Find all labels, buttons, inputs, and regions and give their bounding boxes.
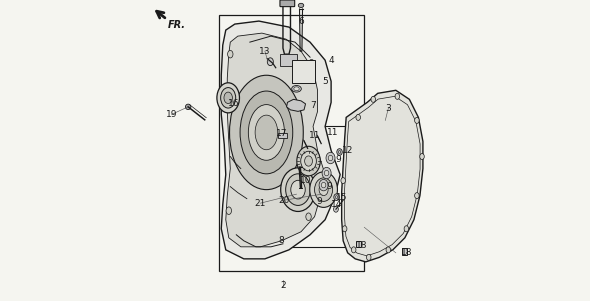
Ellipse shape xyxy=(291,180,305,199)
Text: 18: 18 xyxy=(401,248,412,257)
Text: 9: 9 xyxy=(336,155,342,164)
Text: 11: 11 xyxy=(327,128,339,137)
Ellipse shape xyxy=(415,117,419,123)
Ellipse shape xyxy=(309,59,314,67)
Ellipse shape xyxy=(319,179,328,191)
Ellipse shape xyxy=(226,207,231,214)
Ellipse shape xyxy=(297,146,320,176)
Ellipse shape xyxy=(337,149,342,155)
Ellipse shape xyxy=(341,178,345,184)
Text: 7: 7 xyxy=(310,101,316,110)
Ellipse shape xyxy=(281,168,315,211)
Ellipse shape xyxy=(342,226,347,232)
Ellipse shape xyxy=(322,182,326,188)
Text: 15: 15 xyxy=(336,193,348,202)
Ellipse shape xyxy=(366,254,371,260)
Ellipse shape xyxy=(404,226,409,232)
Text: 19: 19 xyxy=(166,110,178,119)
Text: 10: 10 xyxy=(300,176,312,185)
Ellipse shape xyxy=(304,156,313,166)
Text: 18: 18 xyxy=(355,241,367,250)
Ellipse shape xyxy=(248,104,284,160)
Text: 11: 11 xyxy=(309,131,320,140)
Ellipse shape xyxy=(228,50,233,58)
Text: 16: 16 xyxy=(228,99,239,108)
Text: 12: 12 xyxy=(342,146,353,155)
Text: 9: 9 xyxy=(316,197,322,206)
Bar xyxy=(277,126,364,247)
Ellipse shape xyxy=(255,115,278,150)
Ellipse shape xyxy=(326,152,335,164)
Ellipse shape xyxy=(230,75,303,190)
Ellipse shape xyxy=(299,3,304,8)
Ellipse shape xyxy=(328,155,333,161)
Ellipse shape xyxy=(221,88,235,108)
Text: 17: 17 xyxy=(276,129,287,138)
Ellipse shape xyxy=(301,151,316,171)
Text: 21: 21 xyxy=(255,199,266,208)
Ellipse shape xyxy=(217,83,240,113)
Text: 9: 9 xyxy=(327,182,333,191)
Ellipse shape xyxy=(333,206,338,212)
Ellipse shape xyxy=(240,91,293,174)
Polygon shape xyxy=(221,21,340,259)
Text: 13: 13 xyxy=(259,47,271,56)
Text: 8: 8 xyxy=(278,236,284,245)
Ellipse shape xyxy=(310,172,337,207)
Ellipse shape xyxy=(185,104,191,110)
Ellipse shape xyxy=(395,93,399,99)
Text: 5: 5 xyxy=(322,77,328,86)
Ellipse shape xyxy=(319,184,328,196)
Bar xyxy=(219,15,363,271)
Ellipse shape xyxy=(314,178,333,201)
Ellipse shape xyxy=(306,213,312,220)
Ellipse shape xyxy=(224,92,232,104)
Polygon shape xyxy=(226,33,325,247)
Text: 4: 4 xyxy=(328,56,334,65)
Bar xyxy=(402,248,407,255)
Ellipse shape xyxy=(352,247,356,253)
Text: 2: 2 xyxy=(280,281,286,290)
Polygon shape xyxy=(342,90,423,262)
Bar xyxy=(292,60,314,83)
Bar xyxy=(356,241,361,247)
Ellipse shape xyxy=(334,194,339,200)
Ellipse shape xyxy=(415,193,419,199)
Text: FR.: FR. xyxy=(168,20,185,30)
FancyBboxPatch shape xyxy=(280,0,294,7)
Ellipse shape xyxy=(294,87,299,91)
Ellipse shape xyxy=(267,58,273,66)
Ellipse shape xyxy=(386,247,391,253)
Ellipse shape xyxy=(371,96,375,102)
Ellipse shape xyxy=(286,174,310,205)
Polygon shape xyxy=(287,99,306,111)
Bar xyxy=(278,133,287,138)
Ellipse shape xyxy=(419,154,424,160)
Ellipse shape xyxy=(322,167,331,179)
Ellipse shape xyxy=(356,114,360,120)
Ellipse shape xyxy=(324,170,329,176)
Ellipse shape xyxy=(291,85,301,92)
Text: 20: 20 xyxy=(279,196,290,205)
Bar xyxy=(280,54,297,66)
Text: 14: 14 xyxy=(332,200,343,209)
Text: 6: 6 xyxy=(298,17,304,26)
Text: 3: 3 xyxy=(385,104,391,113)
